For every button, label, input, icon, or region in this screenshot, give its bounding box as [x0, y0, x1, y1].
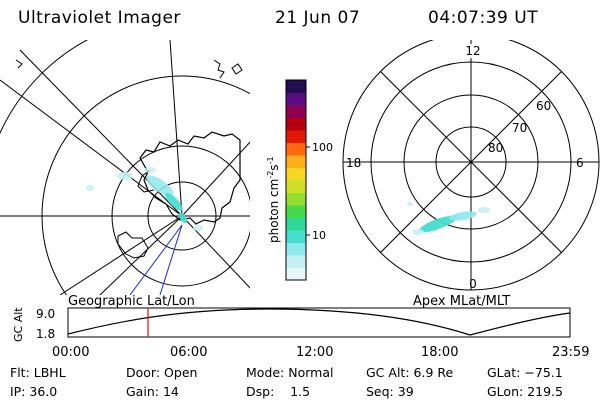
meridian-line [181, 141, 250, 217]
door-value: Open [164, 365, 198, 380]
mlt-line [380, 71, 562, 253]
time-label: 04:07:39 UT [428, 8, 539, 28]
colorbar-segment [286, 230, 306, 243]
apex-caption: Apex MLat/MLT [413, 294, 511, 309]
gain-value: 14 [162, 384, 179, 399]
coastline [139, 131, 241, 225]
colorbar-tick-label: 10 [312, 229, 326, 242]
coastline [213, 59, 225, 79]
mode-field: Mode: Normal [246, 365, 334, 380]
coastline [231, 63, 243, 75]
gcalt-value: 6.9 Re [413, 365, 454, 380]
aurora-emission [86, 167, 203, 231]
aurora-oval [407, 202, 490, 235]
mlt-label-12: 12 [465, 44, 480, 58]
colorbar-segment [286, 180, 306, 193]
colorbar-segment [286, 192, 306, 206]
altitude-plot-frame [67, 307, 571, 338]
colorbar-frame [285, 79, 307, 281]
colorbar-segment [286, 130, 306, 143]
altitude-xtick: 06:00 [170, 345, 208, 360]
mlt-label-0: 0 [469, 277, 477, 291]
colorbar-segment [286, 267, 306, 281]
meridian-line [0, 79, 183, 217]
orbit-track [129, 224, 183, 295]
colorbar-segment [286, 155, 306, 168]
meridian-line [59, 215, 183, 295]
mlat-label-80: 80 [488, 141, 503, 155]
colorbar-segment [286, 105, 306, 118]
altitude-ytick: 1.8 [36, 327, 55, 341]
magnetic-map: 12 18 6 0 60 70 80 [342, 40, 600, 291]
coastline [117, 231, 149, 259]
altitude-ylabel: GC Alt [12, 307, 25, 342]
altitude-xtick: 18:00 [421, 345, 459, 360]
door-field: Door: Open [126, 365, 198, 380]
label-bg [464, 44, 482, 58]
altitude-xtick: 00:00 [52, 345, 90, 360]
gcalt-field: GC Alt: 6.9 Re [366, 365, 454, 380]
colorbar-gradient [286, 80, 306, 281]
dsp-value: 1.5 [290, 384, 311, 399]
glon-field: GLon: 219.5 [487, 384, 563, 399]
colorbar-segment [286, 167, 306, 181]
colorbar-unit: photon cm-2s-1 [266, 156, 281, 243]
colorbar: 100 10 photon cm-2s-1 [266, 79, 333, 281]
seq-value: 39 [397, 384, 414, 399]
filter-field: Flt: LBHL [10, 365, 66, 380]
mlt-label-18: 18 [346, 156, 361, 170]
colorbar-segment [286, 142, 306, 156]
colorbar-segment [286, 92, 306, 106]
meridian-line [99, 215, 183, 295]
mode-value: Normal [288, 365, 334, 380]
geographic-caption: Geographic Lat/Lon [68, 294, 195, 309]
orbit-track [159, 224, 183, 295]
coastline [15, 59, 23, 69]
colorbar-tick-label: 100 [312, 141, 333, 154]
colorbar-segment [286, 255, 306, 268]
altitude-xtick: 23:59 [552, 345, 590, 360]
gain-field: Gain: 14 [126, 384, 179, 399]
colorbar-segment [286, 242, 306, 256]
dsp-field: Dsp: 1.5 [246, 384, 311, 399]
mlt-label-6: 6 [576, 156, 584, 170]
glon-value: 219.5 [527, 384, 563, 399]
altitude-ytick: 9.0 [36, 307, 55, 321]
coastline [137, 169, 155, 193]
mlat-label-60: 60 [536, 99, 551, 113]
glat-value: −75.1 [524, 365, 563, 380]
colorbar-segment [286, 80, 306, 93]
mlat-label-70: 70 [512, 121, 527, 135]
colorbar-segment [286, 117, 306, 131]
date-label: 21 Jun 07 [275, 8, 361, 28]
glat-field: GLat: −75.1 [487, 365, 563, 380]
seq-field: Seq: 39 [366, 384, 414, 399]
colorbar-segment [286, 205, 306, 218]
ip-field: IP: 36.0 [10, 384, 58, 399]
filter-value: LBHL [33, 365, 66, 380]
altitude-plot: GC Alt 9.0 1.8 [12, 307, 571, 342]
ip-value: 36.0 [29, 384, 58, 399]
altitude-curve [67, 308, 571, 336]
altitude-xtick: 12:00 [296, 345, 334, 360]
instrument-title: Ultraviolet Imager [18, 8, 181, 28]
colorbar-segment [286, 217, 306, 231]
geographic-map [0, 40, 250, 295]
meridian-line [169, 40, 183, 217]
